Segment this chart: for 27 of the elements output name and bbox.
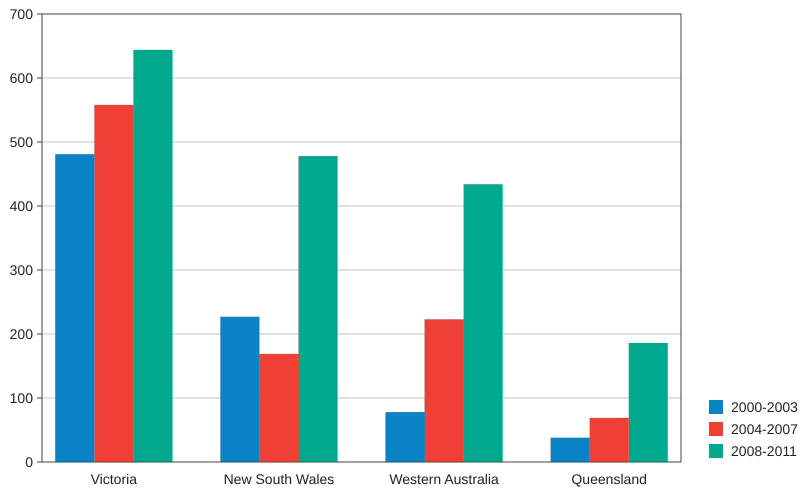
y-tick-label: 100 <box>10 390 34 406</box>
bar <box>133 50 172 462</box>
bar <box>259 354 298 462</box>
bar <box>590 418 629 462</box>
legend-label: 2000-2003 <box>731 398 798 415</box>
x-tick-label: Queensland <box>571 471 647 487</box>
legend-label: 2008-2011 <box>731 442 798 459</box>
y-tick-label: 600 <box>10 70 34 86</box>
bar <box>94 104 134 462</box>
legend-label: 2004-2007 <box>731 420 798 437</box>
bar <box>550 438 590 462</box>
y-tick-label: 500 <box>10 134 34 150</box>
bar <box>628 342 668 462</box>
bar <box>220 316 260 462</box>
y-tick-label: 400 <box>10 198 34 214</box>
y-tick-label: 0 <box>25 454 34 470</box>
x-tick-label: New South Wales <box>224 471 334 487</box>
y-tick-label: 200 <box>10 326 34 342</box>
bar <box>55 154 94 462</box>
bar <box>298 156 338 462</box>
x-tick-label: Victoria <box>90 471 138 487</box>
bar <box>385 412 425 462</box>
x-tick-label: Western Australia <box>389 471 499 487</box>
bar <box>424 319 464 462</box>
bar <box>464 184 503 462</box>
y-tick-label: 300 <box>10 262 34 278</box>
y-tick-label: 700 <box>10 6 34 22</box>
